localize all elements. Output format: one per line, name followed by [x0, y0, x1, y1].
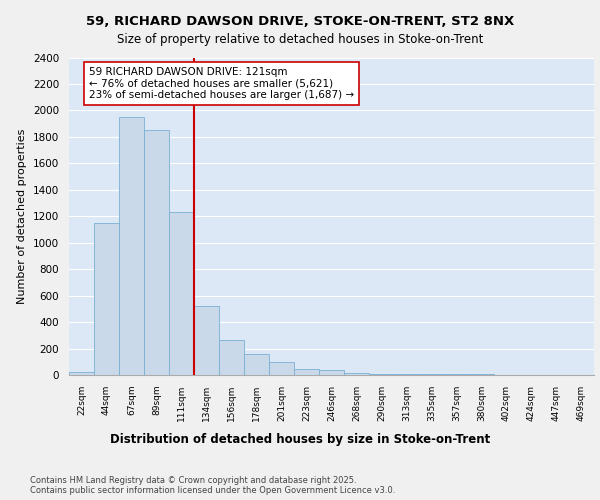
Text: 59, RICHARD DAWSON DRIVE, STOKE-ON-TRENT, ST2 8NX: 59, RICHARD DAWSON DRIVE, STOKE-ON-TRENT… — [86, 15, 514, 28]
Bar — [219, 340, 244, 375]
Bar — [244, 354, 269, 375]
Y-axis label: Number of detached properties: Number of detached properties — [17, 128, 28, 304]
Bar — [294, 369, 319, 375]
Text: Distribution of detached houses by size in Stoke-on-Trent: Distribution of detached houses by size … — [110, 432, 490, 446]
Bar — [469, 374, 494, 375]
Bar — [119, 117, 144, 375]
Bar — [419, 374, 444, 375]
Text: Size of property relative to detached houses in Stoke-on-Trent: Size of property relative to detached ho… — [117, 32, 483, 46]
Bar — [369, 374, 394, 375]
Bar — [69, 372, 94, 375]
Text: 59 RICHARD DAWSON DRIVE: 121sqm
← 76% of detached houses are smaller (5,621)
23%: 59 RICHARD DAWSON DRIVE: 121sqm ← 76% of… — [89, 67, 354, 100]
Bar — [194, 306, 219, 375]
Bar — [269, 362, 294, 375]
Bar — [144, 130, 169, 375]
Bar — [444, 374, 469, 375]
Bar — [344, 373, 369, 375]
Bar — [319, 370, 344, 375]
Bar — [94, 223, 119, 375]
Text: Contains HM Land Registry data © Crown copyright and database right 2025.
Contai: Contains HM Land Registry data © Crown c… — [30, 476, 395, 495]
Bar — [169, 212, 194, 375]
Bar — [394, 374, 419, 375]
